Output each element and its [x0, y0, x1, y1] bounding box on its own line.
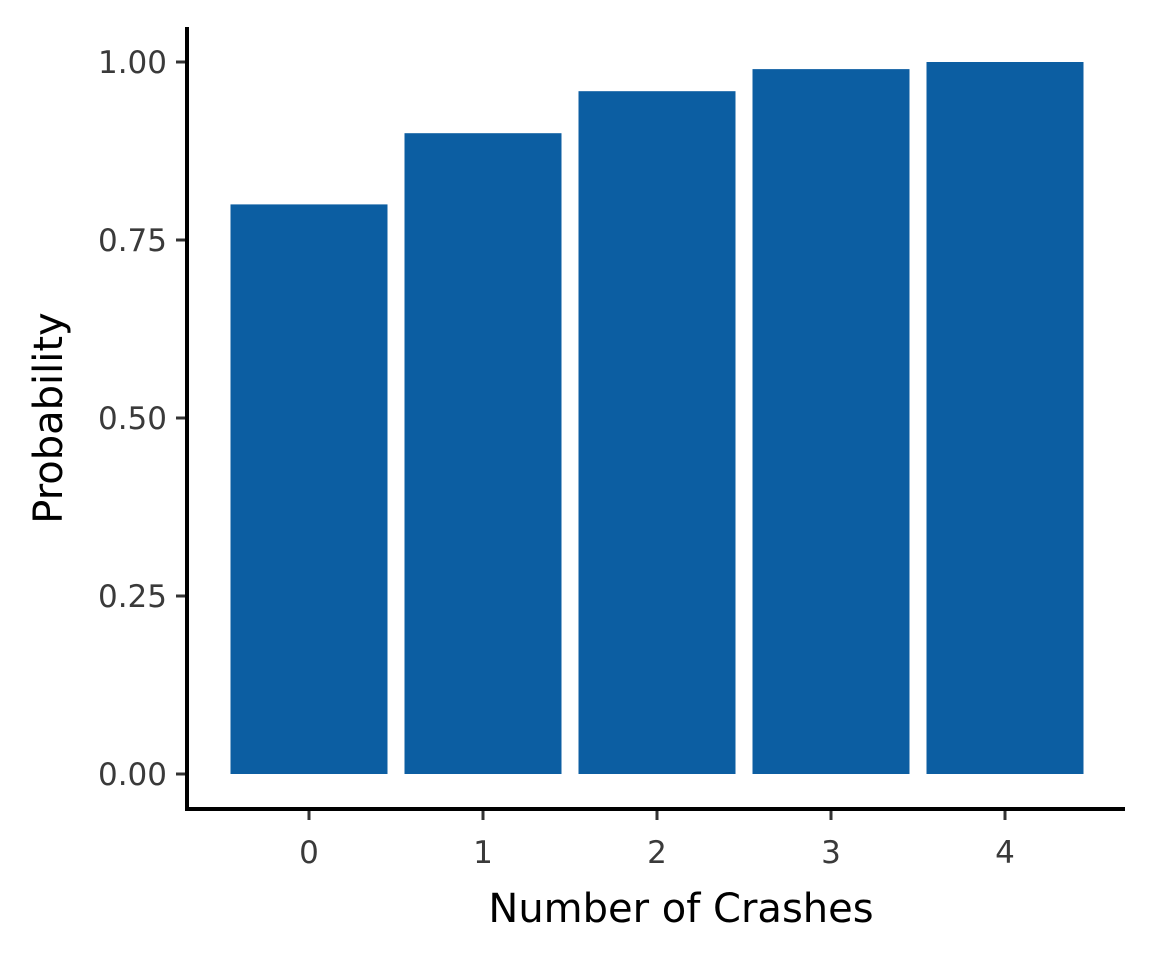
bar-4: [926, 62, 1084, 774]
x-tick-label: 1: [473, 835, 493, 871]
x-axis-ticks: 0 1 2 3 4: [299, 809, 1015, 871]
y-tick-label: 0.75: [98, 223, 167, 259]
y-tick-label: 1.00: [98, 45, 167, 81]
x-tick-label: 4: [995, 835, 1015, 871]
y-tick-label: 0.00: [98, 757, 167, 793]
x-tick-label: 0: [299, 835, 319, 871]
bar-2: [578, 91, 736, 774]
bar-1: [404, 133, 562, 774]
y-tick-label: 0.25: [98, 579, 167, 615]
bar-3: [752, 69, 910, 775]
y-tick-label: 0.50: [98, 401, 167, 437]
x-tick-label: 3: [821, 835, 841, 871]
y-axis-ticks: 0.00 0.25 0.50 0.75 1.00: [98, 45, 187, 793]
x-axis-title: Number of Crashes: [488, 886, 873, 932]
x-tick-label: 2: [647, 835, 667, 871]
bar-0: [230, 204, 388, 774]
y-axis-title: Probability: [26, 312, 72, 523]
bars-group: [230, 62, 1084, 775]
